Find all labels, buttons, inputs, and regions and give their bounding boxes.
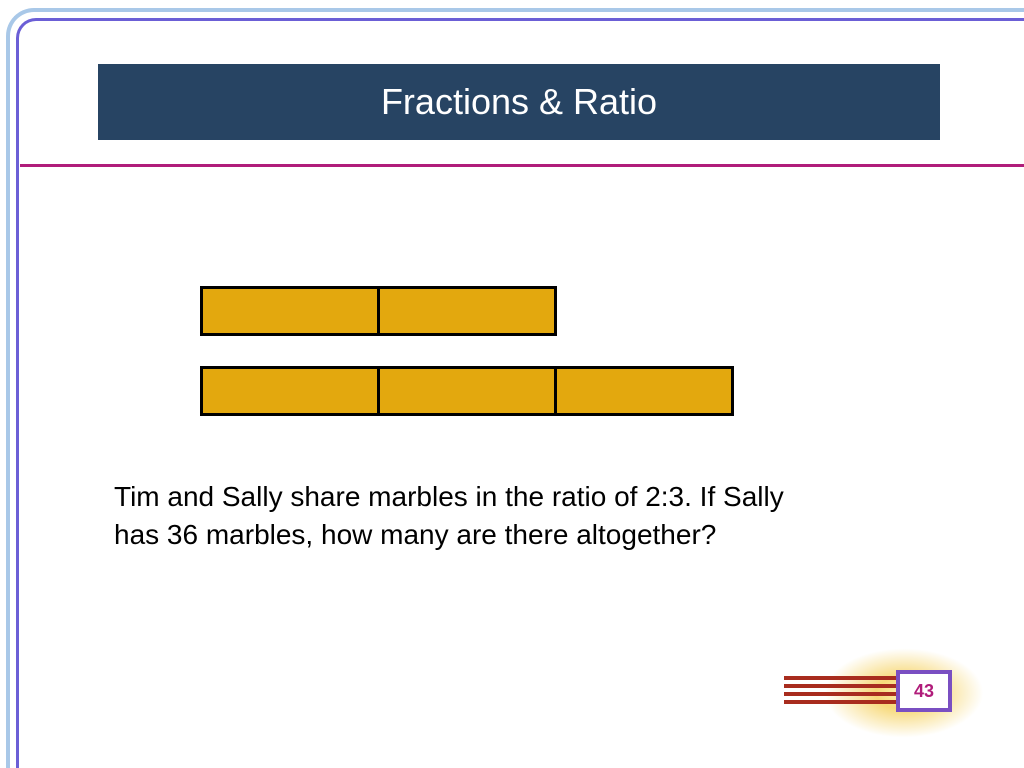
page-number-badge: 43 [896, 670, 952, 712]
problem-statement: Tim and Sally share marbles in the ratio… [114, 478, 834, 554]
bar-unit [200, 366, 380, 416]
ratio-bar-diagram [200, 286, 734, 446]
bar-unit [377, 286, 557, 336]
slide-title: Fractions & Ratio [381, 81, 657, 123]
footer-decoration: 43 [784, 648, 1004, 738]
bar-row [200, 286, 734, 336]
header-divider [20, 164, 1024, 167]
bar-row [200, 366, 734, 416]
page-number: 43 [914, 681, 934, 702]
bar-unit [554, 366, 734, 416]
title-bar: Fractions & Ratio [98, 64, 940, 140]
bar-unit [377, 366, 557, 416]
bar-unit [200, 286, 380, 336]
